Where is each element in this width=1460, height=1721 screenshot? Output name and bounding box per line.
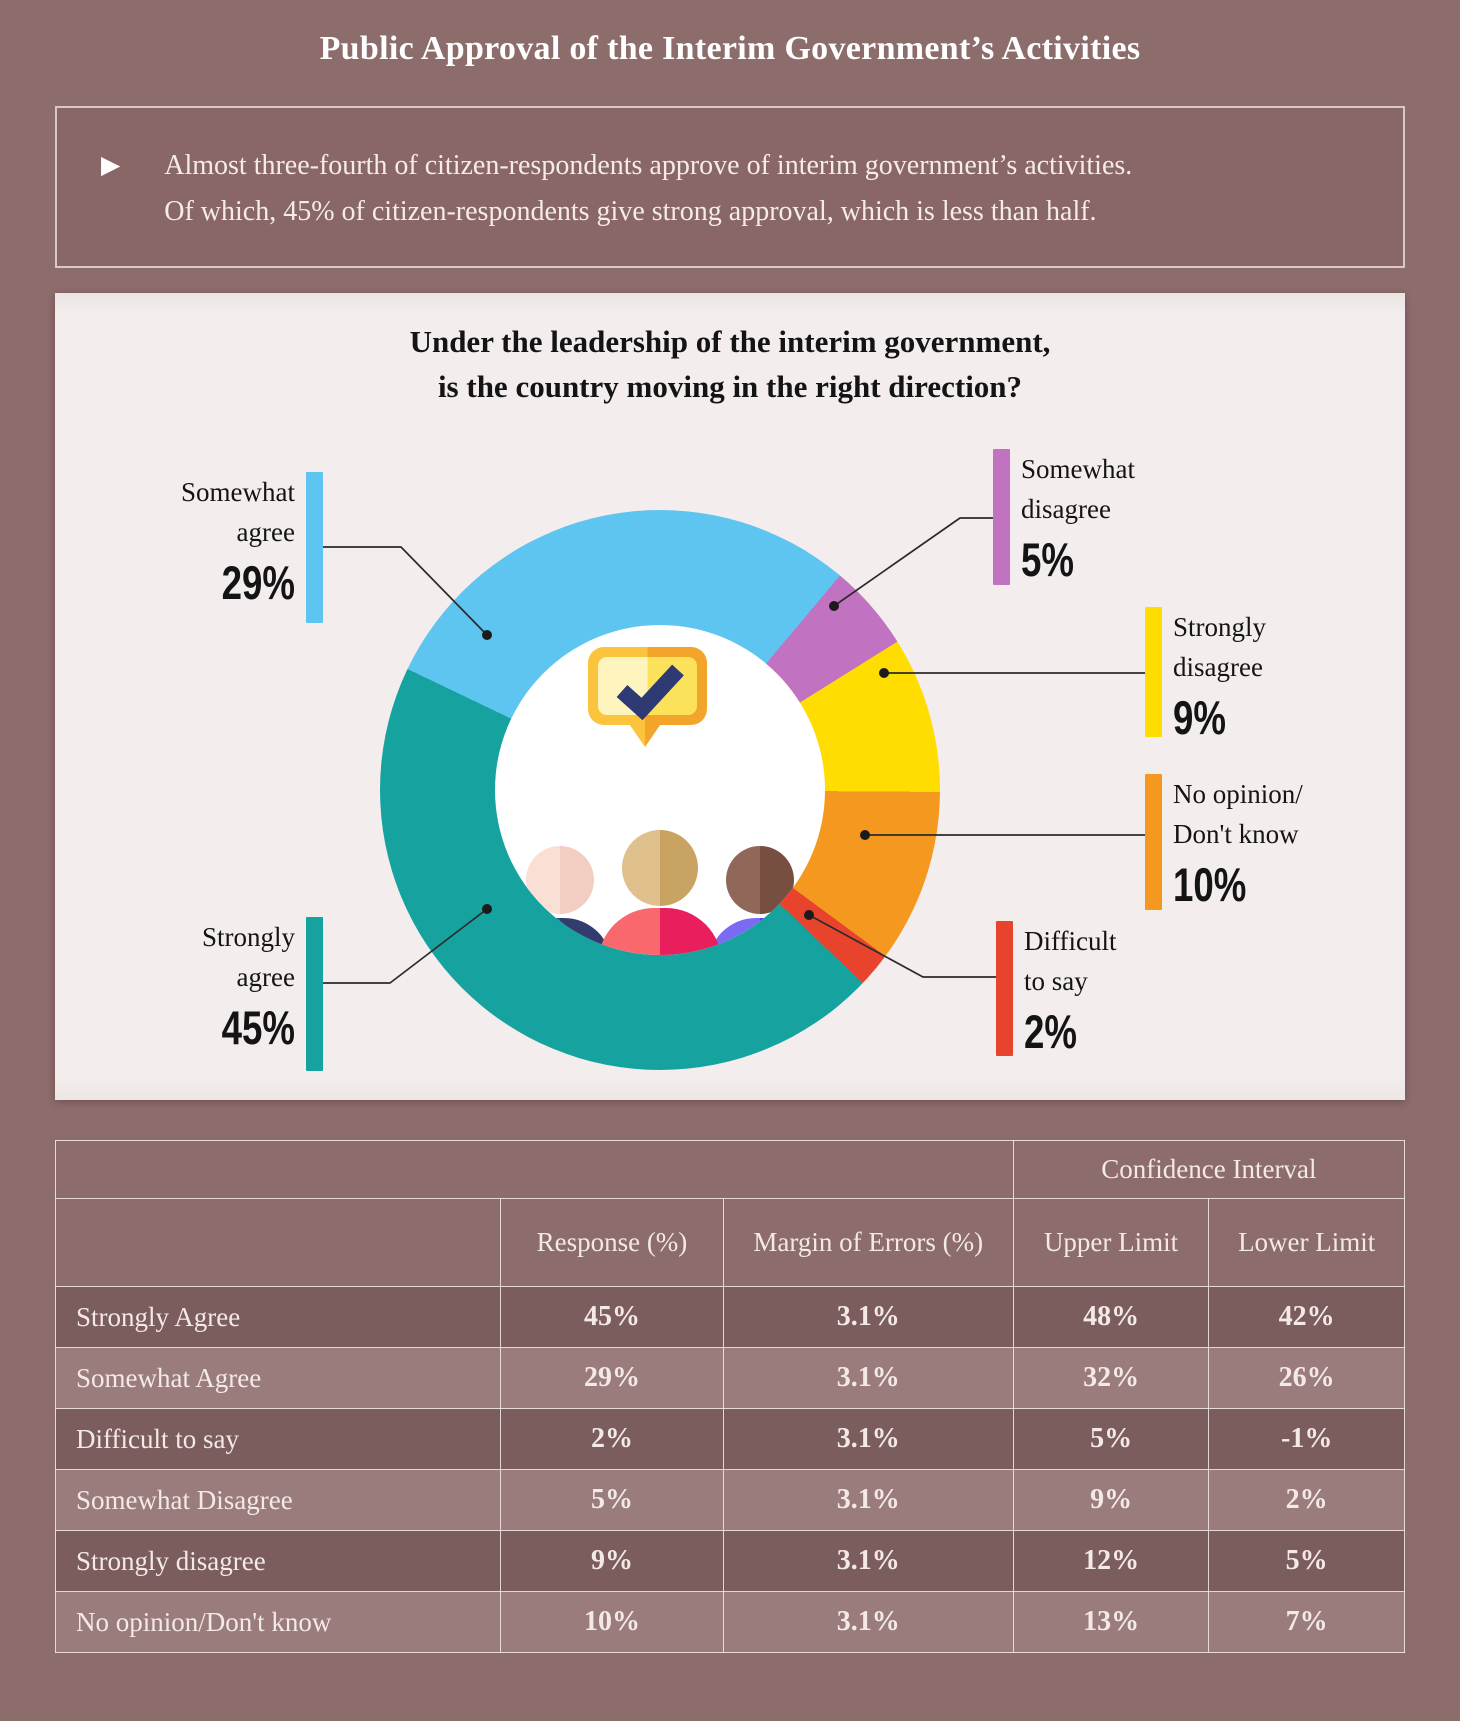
row-upper: 13% — [1012, 1591, 1210, 1653]
summary-note-line1: Almost three-fourth of citizen-responden… — [164, 150, 1133, 181]
table-row: No opinion/Don't know 10% 3.1% 13% 7% — [54, 1591, 1405, 1653]
row-upper: 9% — [1012, 1469, 1210, 1531]
callout-somewhat-disagree-text: Somewhat disagree 5% — [1021, 454, 1135, 586]
chart-panel: Under the leadership of the interim gove… — [55, 293, 1405, 1100]
bullet-triangle-icon: ▶ — [101, 152, 121, 179]
row-lower: 2% — [1208, 1469, 1405, 1531]
callout-strongly-agree-value: 45% — [221, 1001, 295, 1054]
row-lower: 5% — [1208, 1530, 1405, 1592]
callout-somewhat-disagree: Somewhat disagree 5% — [993, 449, 1135, 586]
person-left-head — [526, 846, 594, 914]
callout-no-opinion: No opinion/ Don't know 10% — [1145, 774, 1303, 911]
callout-strongly-disagree-value: 9% — [1173, 691, 1226, 744]
row-response: 2% — [500, 1408, 724, 1470]
row-lower: 26% — [1208, 1347, 1405, 1409]
row-margin: 3.1% — [722, 1408, 1014, 1470]
speech-bubble-checkmark-icon — [588, 647, 707, 747]
row-margin: 3.1% — [722, 1286, 1014, 1348]
summary-note-text: Almost three-fourth of citizen-responden… — [164, 143, 1132, 235]
chart-title-line2: is the country moving in the right direc… — [437, 369, 1023, 404]
col-header-upper: Upper Limit — [1012, 1198, 1210, 1287]
row-upper: 5% — [1012, 1408, 1210, 1470]
row-response: 45% — [500, 1286, 724, 1348]
row-margin: 3.1% — [722, 1347, 1014, 1409]
row-label: Difficult to say — [54, 1408, 502, 1470]
callout-somewhat-disagree-marker — [993, 449, 1010, 585]
callout-no-opinion-marker — [1145, 774, 1162, 910]
callout-difficult-to-say-text: Difficult to say 2% — [1024, 926, 1117, 1058]
row-label: Somewhat Agree — [54, 1347, 502, 1409]
table-row: Somewhat Disagree 5% 3.1% 9% 2% — [54, 1469, 1405, 1531]
callout-strongly-agree-text: Strongly agree 45% — [69, 917, 295, 1071]
row-lower: 7% — [1208, 1591, 1405, 1653]
callout-strongly-disagree-marker — [1145, 607, 1162, 737]
row-response: 10% — [500, 1591, 724, 1653]
callout-strongly-disagree: Strongly disagree 9% — [1145, 607, 1266, 744]
summary-note-box: ▶ Almost three-fourth of citizen-respond… — [55, 106, 1405, 268]
col-header-empty — [54, 1198, 502, 1287]
callout-difficult-to-say-value: 2% — [1024, 1005, 1077, 1058]
row-margin: 3.1% — [722, 1469, 1014, 1531]
row-response: 9% — [500, 1530, 724, 1592]
callout-somewhat-agree-marker — [306, 472, 323, 623]
callout-difficult-to-say-marker — [996, 921, 1013, 1056]
callout-no-opinion-value: 10% — [1173, 858, 1247, 911]
table-row: Difficult to say 2% 3.1% 5% -1% — [54, 1408, 1405, 1470]
row-lower: -1% — [1208, 1408, 1405, 1470]
row-label: No opinion/Don't know — [54, 1591, 502, 1653]
table-row: Somewhat Agree 29% 3.1% 32% 26% — [54, 1347, 1405, 1409]
row-response: 5% — [500, 1469, 724, 1531]
row-upper: 12% — [1012, 1530, 1210, 1592]
chart-question-title: Under the leadership of the interim gove… — [55, 319, 1405, 409]
callout-somewhat-agree-text: Somewhat agree 29% — [69, 472, 295, 623]
person-right-head — [726, 846, 794, 914]
row-label: Strongly disagree — [54, 1530, 502, 1592]
person-middle-head — [622, 830, 698, 906]
row-upper: 48% — [1012, 1286, 1210, 1348]
table-blank-corner — [55, 1140, 1014, 1199]
table-row: Strongly Agree 45% 3.1% 48% 42% — [54, 1286, 1405, 1348]
callout-difficult-to-say: Difficult to say 2% — [996, 921, 1116, 1058]
page-title: Public Approval of the Interim Governmen… — [319, 30, 1141, 67]
callout-strongly-agree: Strongly agree 45% — [69, 917, 323, 1071]
row-label: Somewhat Disagree — [54, 1469, 502, 1531]
row-response: 29% — [500, 1347, 724, 1409]
callout-somewhat-agree-value: 29% — [221, 556, 295, 609]
summary-note-line2: Of which, 45% of citizen-respondents giv… — [164, 196, 1097, 227]
row-margin: 3.1% — [722, 1530, 1014, 1592]
row-lower: 42% — [1208, 1286, 1405, 1348]
row-upper: 32% — [1012, 1347, 1210, 1409]
col-header-lower: Lower Limit — [1208, 1198, 1405, 1287]
col-header-margin: Margin of Errors (%) — [722, 1198, 1014, 1287]
callout-strongly-agree-marker — [306, 917, 323, 1071]
confidence-interval-table: Confidence Interval Response (%) Margin … — [54, 1140, 1406, 1653]
col-header-response: Response (%) — [500, 1198, 724, 1287]
row-label: Strongly Agree — [54, 1286, 502, 1348]
people-checkmark-illustration — [495, 625, 825, 955]
person-middle-icon — [598, 908, 722, 955]
checkmark-icon — [616, 664, 684, 721]
callout-somewhat-agree: Somewhat agree 29% — [69, 472, 323, 623]
callout-somewhat-disagree-value: 5% — [1021, 533, 1074, 586]
callout-strongly-disagree-text: Strongly disagree 9% — [1173, 612, 1267, 744]
row-margin: 3.1% — [722, 1591, 1014, 1653]
callout-no-opinion-text: No opinion/ Don't know 10% — [1173, 779, 1303, 911]
chart-title-line1: Under the leadership of the interim gove… — [409, 324, 1051, 359]
table-group-header: Confidence Interval — [1012, 1140, 1406, 1199]
table-row: Strongly disagree 9% 3.1% 12% 5% — [54, 1530, 1405, 1592]
